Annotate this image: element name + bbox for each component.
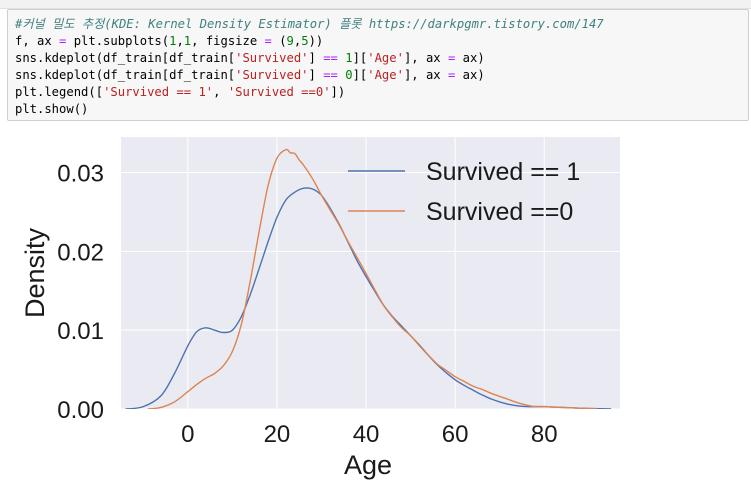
x-tick-label: 40 <box>353 421 380 448</box>
code-line: f, ax = plt.subplots(1,1, figsize = (9,5… <box>15 33 604 50</box>
code-line: plt.show() <box>15 101 604 118</box>
y-tick-label: 0.01 <box>57 318 104 345</box>
code-token: ] <box>308 67 324 82</box>
code-token: == <box>323 50 338 65</box>
code-token: plt.subplots( <box>66 33 170 48</box>
code-token: sns.kdeplot(df_train[df_train[ <box>15 67 236 82</box>
code-editor[interactable]: #커널 밀도 추정(KDE: Kernel Density Estimator)… <box>15 16 604 117</box>
y-tick-label: 0.02 <box>57 239 104 266</box>
code-line: sns.kdeplot(df_train[df_train['Survived'… <box>15 67 604 84</box>
code-token: ]) <box>330 84 346 99</box>
code-token: 9 <box>286 33 294 48</box>
code-token: 'Survived' <box>235 67 309 82</box>
code-token: , <box>213 84 228 99</box>
y-tick-label: 0.00 <box>57 397 104 424</box>
code-token: sns.kdeplot(df_train[df_train[ <box>15 50 236 65</box>
code-token: 0 <box>345 67 353 82</box>
code-token: = <box>59 33 67 48</box>
code-token: 1 <box>169 33 177 48</box>
code-token: = <box>447 67 456 82</box>
code-token: ] <box>308 50 324 65</box>
x-tick-label: 20 <box>264 421 291 448</box>
code-token: ( <box>271 33 287 48</box>
code-token: 'Age' <box>367 67 404 82</box>
code-token: 'Survived' <box>235 50 309 65</box>
code-token: ][ <box>352 67 368 82</box>
code-token: #커널 밀도 추정(KDE: Kernel Density Estimator)… <box>15 17 604 31</box>
code-line: #커널 밀도 추정(KDE: Kernel Density Estimator)… <box>15 16 604 33</box>
code-token: ], ax <box>403 67 448 82</box>
code-token: plt.show() <box>15 101 89 116</box>
notebook-top-strip <box>0 0 751 9</box>
y-tick-label: 0.03 <box>57 160 104 187</box>
code-token: plt.legend([ <box>15 84 104 99</box>
y-axis-label: Density <box>20 227 50 318</box>
code-token: 1 <box>183 33 192 48</box>
code-token: = <box>264 33 272 48</box>
kde-line-series-0 <box>125 187 612 409</box>
x-tick-label: 60 <box>442 421 469 448</box>
legend-label-0: Survived == 1 <box>426 158 580 186</box>
code-line: sns.kdeplot(df_train[df_train['Survived'… <box>15 50 604 67</box>
code-token: 'Survived == 1' <box>103 84 214 99</box>
code-token: f, ax <box>15 33 60 48</box>
code-token: , <box>176 33 184 48</box>
code-token: ax) <box>455 50 485 65</box>
x-axis-label: Age <box>344 450 392 480</box>
code-token: = <box>447 50 456 65</box>
code-token: ], ax <box>403 50 448 65</box>
kde-line-series-1 <box>147 148 598 409</box>
cell-output: 0 20 40 60 80 0.00 0.01 0.02 0.03 Age Density Survi… <box>0 123 751 492</box>
x-tick-label: 80 <box>531 421 558 448</box>
code-token: , figsize <box>191 33 265 48</box>
legend-label-1: Survived ==0 <box>426 198 573 226</box>
code-token: , <box>293 33 302 48</box>
code-token: 5 <box>301 33 309 48</box>
code-token: == <box>323 67 338 82</box>
code-token: 'Age' <box>367 50 404 65</box>
code-token: )) <box>308 33 324 48</box>
code-token: ][ <box>352 50 368 65</box>
code-line: plt.legend(['Survived == 1', 'Survived =… <box>15 84 604 101</box>
kde-plot: 0 20 40 60 80 0.00 0.01 0.02 0.03 Age Density Survi… <box>20 137 620 480</box>
x-tick-label: 0 <box>181 421 194 448</box>
code-cell[interactable]: #커널 밀도 추정(KDE: Kernel Density Estimator)… <box>7 9 749 121</box>
code-token: 1 <box>345 50 353 65</box>
code-token: 'Survived ==0' <box>227 84 331 99</box>
code-token: ax) <box>455 67 485 82</box>
plot-area <box>121 137 620 409</box>
